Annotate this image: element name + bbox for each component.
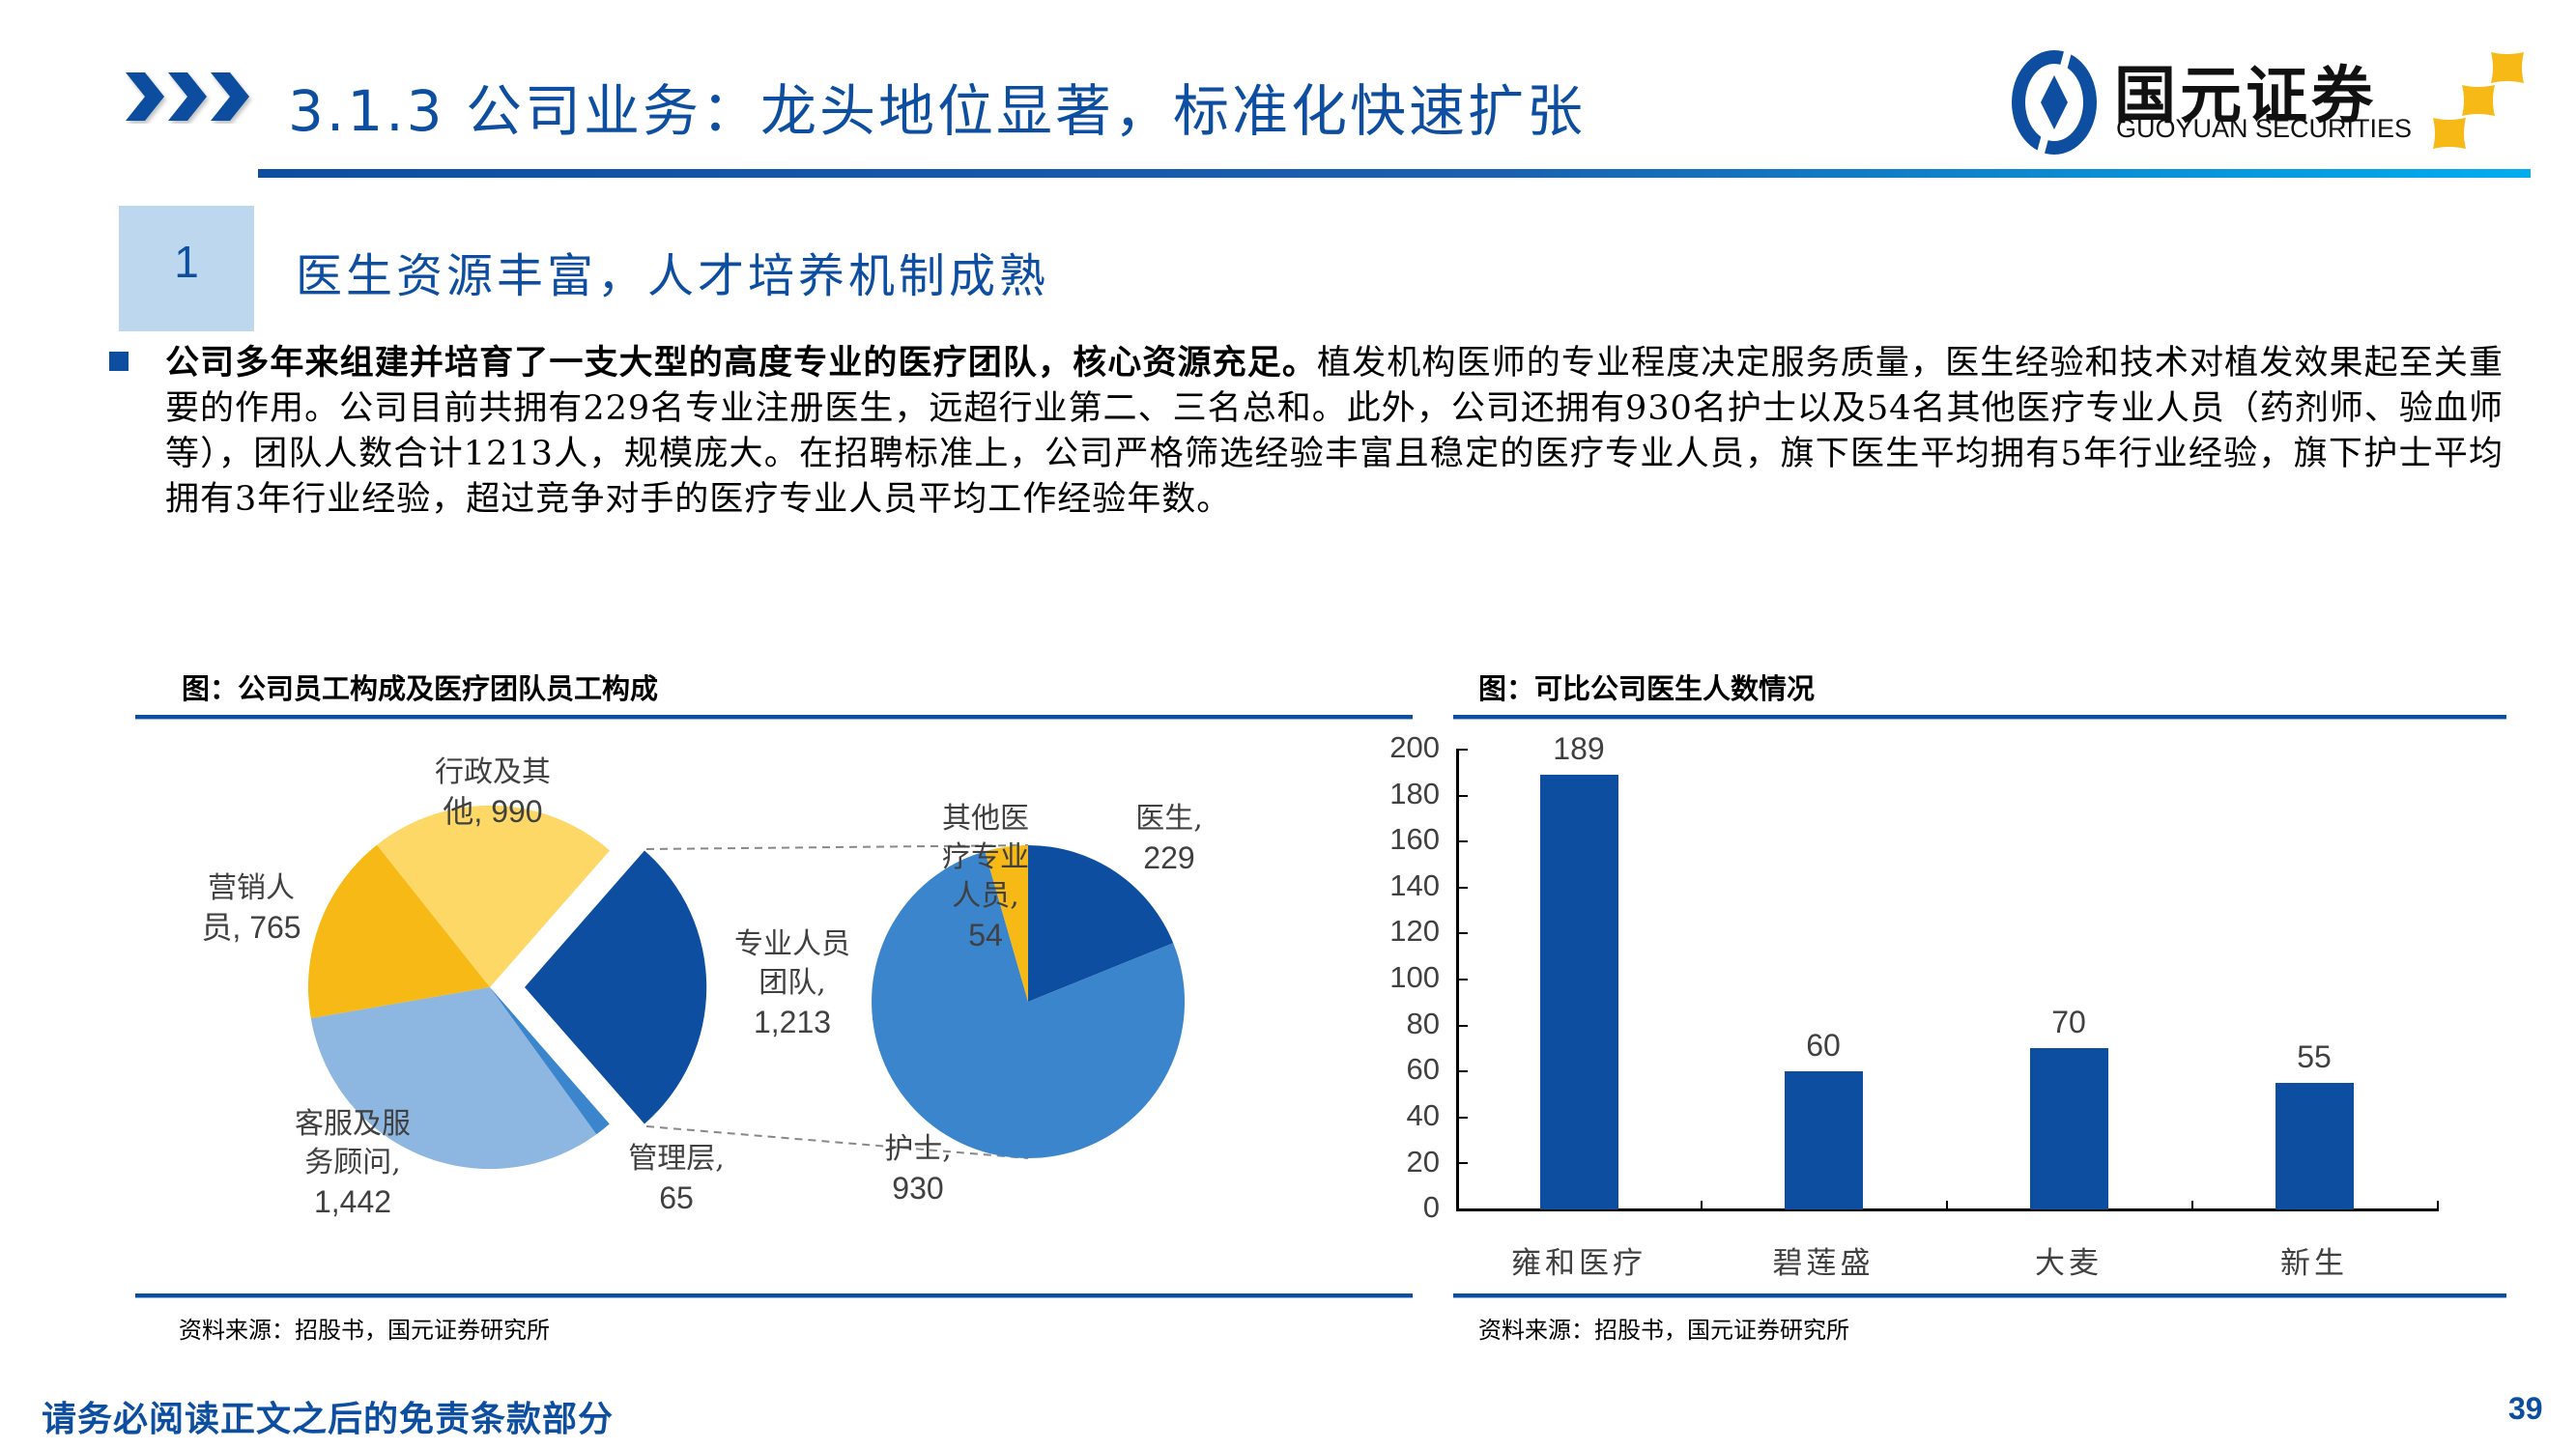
disclaimer-notice: 请务必阅读正文之后的免责条款部分 xyxy=(42,1399,615,1439)
x-tick xyxy=(2191,1201,2193,1210)
x-tick xyxy=(1701,1201,1703,1210)
body-lead-bold: 公司多年来组建并培育了一支大型的高度专业的医疗团队，核心资源充足。 xyxy=(165,343,1317,383)
pie-slice-sales xyxy=(307,844,490,1019)
y-tick-label: 40 xyxy=(1406,1098,1440,1132)
label-other-medical: 其他医 疗专业 人员, 54 xyxy=(942,802,1029,952)
right-chart-top-rule xyxy=(1453,715,2506,720)
y-tick xyxy=(1457,979,1468,980)
y-tick xyxy=(1457,794,1468,797)
right-chart-source: 资料来源：招股书，国元证券研究所 xyxy=(1478,1317,1849,1344)
header-divider xyxy=(258,169,2531,178)
y-tick xyxy=(1457,886,1468,889)
x-category-label: 碧莲盛 xyxy=(1772,1246,1875,1281)
section-number-box xyxy=(119,206,254,331)
label-mgmt: 管理层, 65 xyxy=(628,1142,725,1215)
x-category-label: 雍和医疗 xyxy=(1511,1246,1646,1281)
guoyuan-logo-icon xyxy=(2012,48,2097,156)
y-tick xyxy=(1457,1208,1468,1210)
right-chart-title: 图：可比公司医生人数情况 xyxy=(1478,672,1816,705)
bar-xinsheng xyxy=(2275,1083,2354,1209)
label-nurse: 护士, 930 xyxy=(884,1132,952,1206)
label-service: 客服及服 务顾问, 1,442 xyxy=(295,1107,411,1219)
pie-slice-pro xyxy=(525,850,707,1124)
y-tick xyxy=(1457,840,1468,843)
right-chart-bottom-rule xyxy=(1453,1293,2506,1298)
label-doctor: 医生, 229 xyxy=(1135,802,1203,875)
pie-slice-mgmt xyxy=(490,987,610,1135)
y-tick-label: 140 xyxy=(1389,868,1440,902)
section-title: 医生资源丰富，人才培养机制成熟 xyxy=(296,249,1050,303)
y-tick xyxy=(1457,1024,1468,1027)
label-admin: 行政及其 他, 990 xyxy=(435,755,551,829)
pie-slice-admin xyxy=(377,805,610,987)
x-category-label: 新生 xyxy=(2280,1246,2348,1281)
body-paragraph: 公司多年来组建并培育了一支大型的高度专业的医疗团队，核心资源充足。植发机构医师的… xyxy=(165,340,2504,523)
label-pro-team: 专业人员 团队, 1,213 xyxy=(734,927,850,1039)
x-tick xyxy=(2437,1201,2439,1210)
y-tick-label: 180 xyxy=(1389,777,1440,810)
y-tick-label: 0 xyxy=(1422,1190,1440,1224)
x-category-label: 大麦 xyxy=(2035,1246,2103,1281)
y-tick xyxy=(1457,749,1468,751)
y-tick-label: 160 xyxy=(1389,822,1440,856)
y-tick-label: 120 xyxy=(1389,914,1440,948)
y-tick xyxy=(1457,1070,1468,1073)
y-tick xyxy=(1457,932,1468,935)
bullet-square-icon xyxy=(109,352,129,371)
y-tick-label: 100 xyxy=(1389,960,1440,994)
y-tick xyxy=(1457,1162,1468,1165)
bar-value-label: 60 xyxy=(1806,1028,1841,1063)
bar-value-label: 55 xyxy=(2297,1039,2332,1074)
bar-damai xyxy=(2030,1048,2108,1209)
bar-value-label: 70 xyxy=(2051,1005,2086,1039)
y-tick-label: 20 xyxy=(1406,1145,1440,1179)
logo-text-en: GUOYUAN SECURITIES xyxy=(2116,114,2413,143)
y-tick-label: 60 xyxy=(1406,1052,1440,1086)
page-title: 3.1.3 公司业务：龙头地位显著，标准化快速扩张 xyxy=(288,78,1587,144)
left-chart-top-rule xyxy=(135,715,1413,720)
chevrons-icon xyxy=(126,72,249,121)
y-tick xyxy=(1457,1116,1468,1119)
section-number: 1 xyxy=(174,237,199,287)
page-number: 39 xyxy=(2508,1391,2543,1426)
x-tick xyxy=(1946,1201,1948,1210)
y-tick-label: 200 xyxy=(1389,730,1440,764)
label-sales: 营销人 员, 765 xyxy=(201,871,301,945)
bar-yonghe xyxy=(1540,775,1618,1209)
body-text: 植发机构医师的专业程度决定服务质量，医生经验和技术对植发效果起至关重要的作用。公… xyxy=(165,344,2504,519)
left-chart-title: 图：公司员工构成及医疗团队员工构成 xyxy=(182,672,659,705)
left-chart-source: 资料来源：招股书，国元证券研究所 xyxy=(179,1317,550,1344)
logo-text-cn: 国元证券 xyxy=(2114,61,2377,132)
bar-value-label: 189 xyxy=(1553,731,1605,766)
logo-gold-squares-icon xyxy=(2433,52,2524,149)
left-chart-bottom-rule xyxy=(135,1293,1413,1298)
y-tick-label: 80 xyxy=(1406,1007,1440,1040)
bar-biliansheng xyxy=(1785,1071,1863,1209)
